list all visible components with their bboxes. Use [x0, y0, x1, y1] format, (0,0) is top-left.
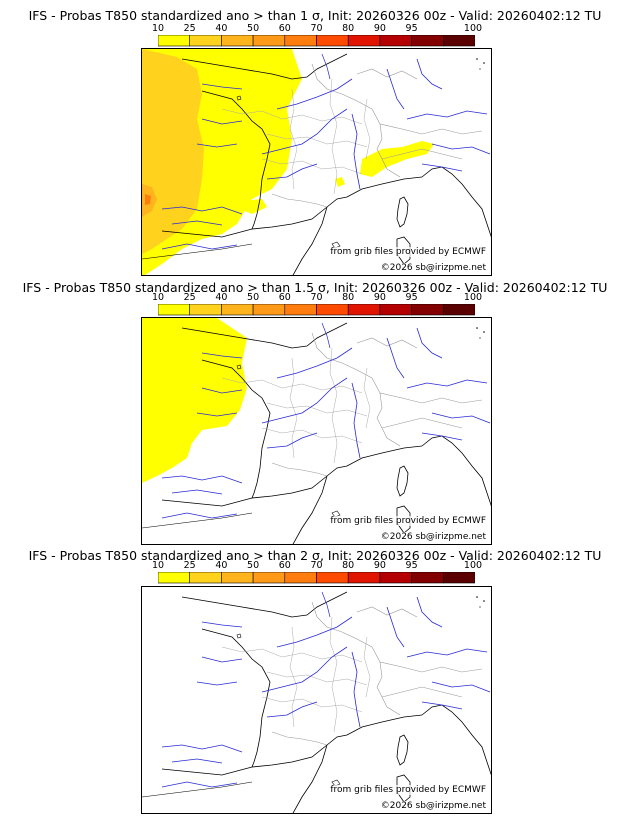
colorbar-swatch	[379, 304, 412, 316]
colorbar-tick-label: 50	[247, 23, 260, 34]
colorbar-tick-label: 25	[183, 292, 196, 303]
panel-1-prob-provence	[335, 177, 345, 187]
panel-1-prob-red	[145, 194, 151, 205]
panel-1-title: IFS - Probas T850 standardized ano > tha…	[28, 8, 602, 23]
panel-3-title: IFS - Probas T850 standardized ano > tha…	[28, 548, 602, 563]
colorbar-swatch	[347, 304, 381, 316]
colorbar-swatch	[442, 35, 475, 47]
colorbar-tick-label: 90	[373, 23, 386, 34]
colorbar-swatch	[284, 572, 317, 584]
panel-1-colorbar-labels: 10 25 40 50 60 70 80 90 95 100	[152, 23, 482, 35]
colorbar-swatch	[316, 572, 349, 584]
colorbar-swatch	[411, 35, 444, 47]
colorbar-tick-label: 40	[215, 560, 228, 571]
colorbar-tick-label: 100	[463, 23, 483, 34]
panel-3-colorbar	[158, 572, 475, 584]
colorbar-tick-label: 60	[278, 23, 291, 34]
panel-2-title: IFS - Probas T850 standardized ano > tha…	[22, 280, 608, 295]
colorbar-tick-label: 60	[278, 560, 291, 571]
colorbar-tick-label: 95	[405, 292, 418, 303]
colorbar-tick-label: 10	[151, 292, 165, 303]
panel-2-map: from grib files provided by ECMWF ©2026 …	[141, 317, 492, 545]
colorbar-tick-label: 80	[342, 23, 355, 34]
colorbar-tick-label: 10	[151, 23, 165, 34]
colorbar-tick-label: 100	[463, 560, 483, 571]
colorbar-swatch	[411, 304, 444, 316]
colorbar-tick-label: 50	[247, 560, 260, 571]
colorbar-swatch	[252, 35, 286, 47]
colorbar-tick-label: 70	[310, 23, 323, 34]
colorbar-swatch	[252, 304, 286, 316]
panel-3-map: from grib files provided by ECMWF ©2026 …	[141, 586, 492, 814]
colorbar-swatch	[379, 572, 412, 584]
panel-1-prob-orange	[142, 49, 204, 254]
colorbar-swatch	[221, 304, 254, 316]
colorbar-tick-label: 40	[215, 292, 228, 303]
colorbar-tick-label: 60	[278, 292, 291, 303]
colorbar-swatch	[284, 35, 317, 47]
colorbar-swatch	[252, 572, 286, 584]
panel-2-colorbar-labels: 10 25 40 50 60 70 80 90 95 100	[152, 292, 482, 304]
colorbar-tick-label: 100	[463, 292, 483, 303]
panel-2-copyright: ©2026 sb@irizpme.net	[379, 532, 487, 542]
panel-1-colorbar	[158, 35, 475, 47]
panel-2-colorbar	[158, 304, 475, 316]
colorbar-tick-label: 90	[373, 292, 386, 303]
colorbar-swatch	[411, 572, 444, 584]
colorbar-swatch	[442, 572, 475, 584]
panel-1-prob-coast	[240, 199, 267, 214]
panel-2-prob-yellow	[142, 318, 247, 483]
colorbar-tick-label: 25	[183, 560, 196, 571]
colorbar-tick-label: 70	[310, 560, 323, 571]
panel-2-source-credit: from grib files provided by ECMWF	[329, 516, 487, 526]
colorbar-swatch	[347, 572, 381, 584]
colorbar-tick-label: 40	[215, 23, 228, 34]
colorbar-swatch	[189, 572, 222, 584]
colorbar-swatch	[189, 35, 222, 47]
colorbar-swatch	[158, 304, 191, 316]
panel-3-colorbar-labels: 10 25 40 50 60 70 80 90 95 100	[152, 560, 482, 572]
colorbar-tick-label: 80	[342, 292, 355, 303]
panel-3-source-credit: from grib files provided by ECMWF	[329, 785, 487, 795]
colorbar-swatch	[221, 572, 254, 584]
colorbar-swatch	[221, 35, 254, 47]
colorbar-swatch	[158, 35, 191, 47]
colorbar-tick-label: 95	[405, 560, 418, 571]
colorbar-tick-label: 10	[151, 560, 165, 571]
panel-1-map: from grib files provided by ECMWF ©2026 …	[141, 48, 492, 276]
colorbar-swatch	[284, 304, 317, 316]
colorbar-swatch	[442, 304, 475, 316]
colorbar-tick-label: 80	[342, 560, 355, 571]
colorbar-swatch	[316, 35, 349, 47]
colorbar-tick-label: 95	[405, 23, 418, 34]
colorbar-swatch	[316, 304, 349, 316]
colorbar-tick-label: 90	[373, 560, 386, 571]
colorbar-tick-label: 70	[310, 292, 323, 303]
colorbar-tick-label: 25	[183, 23, 196, 34]
panel-3-copyright: ©2026 sb@irizpme.net	[379, 801, 487, 811]
colorbar-swatch	[379, 35, 412, 47]
colorbar-swatch	[158, 572, 191, 584]
colorbar-swatch	[189, 304, 222, 316]
colorbar-swatch	[347, 35, 381, 47]
colorbar-tick-label: 50	[247, 292, 260, 303]
panel-1-copyright: ©2026 sb@irizpme.net	[379, 263, 487, 273]
panel-1-source-credit: from grib files provided by ECMWF	[329, 247, 487, 257]
panel-1-prob-alps	[360, 141, 434, 177]
